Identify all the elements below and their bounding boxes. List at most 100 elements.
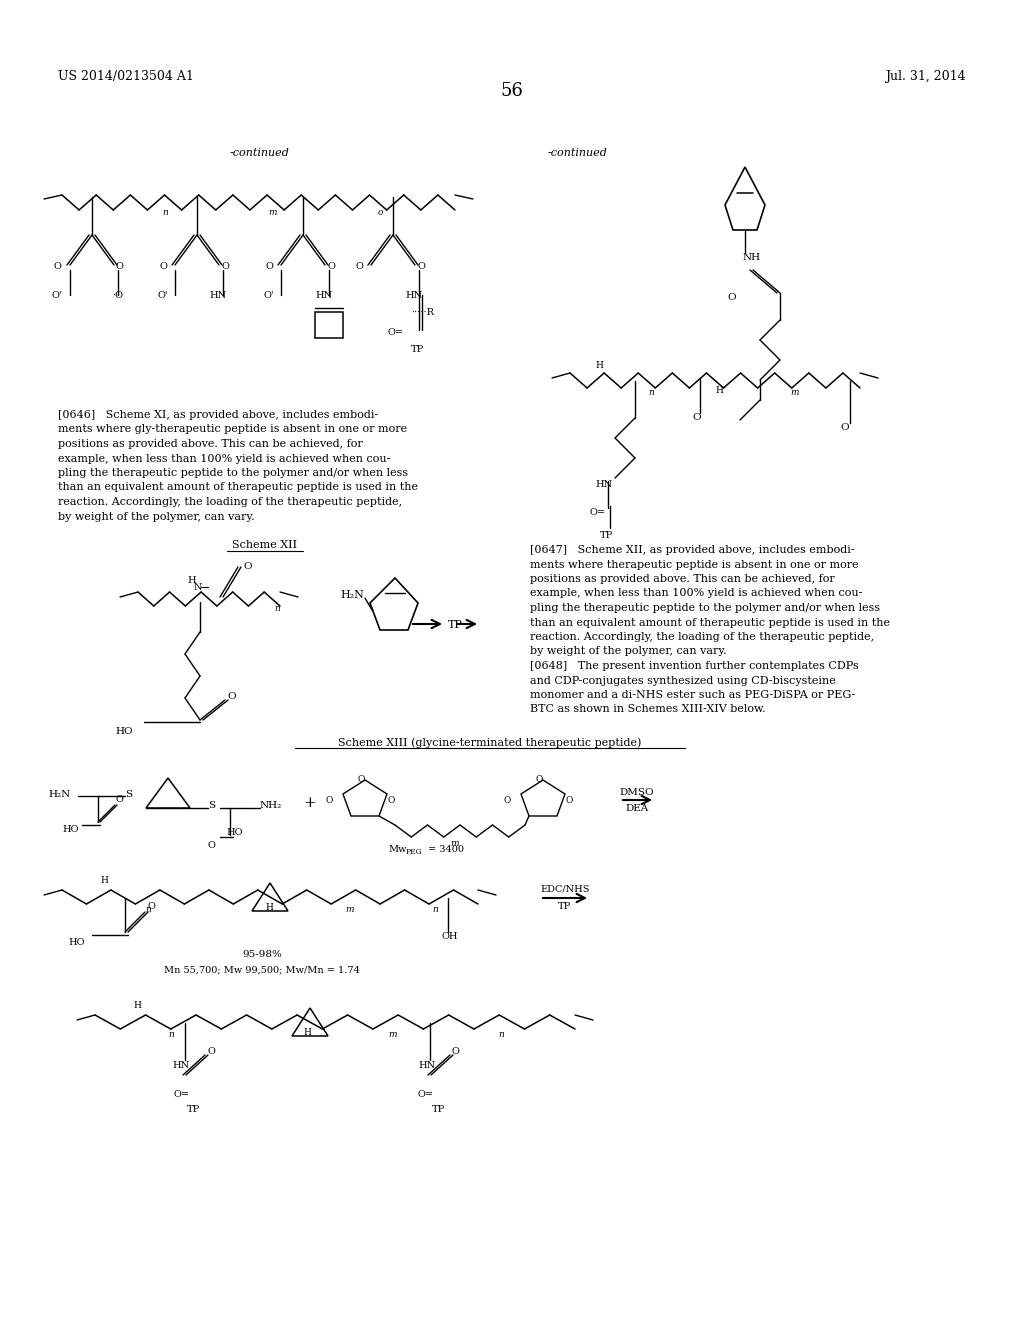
Text: positions as provided above. This can be achieved, for: positions as provided above. This can be…	[58, 440, 362, 449]
Text: DMSO: DMSO	[620, 788, 654, 797]
Text: HO: HO	[226, 828, 243, 837]
Text: TP: TP	[449, 620, 463, 630]
Text: 56: 56	[501, 82, 523, 100]
Text: O: O	[565, 796, 572, 805]
Text: HN: HN	[595, 480, 612, 488]
Text: BTC as shown in Schemes XIII-XIV below.: BTC as shown in Schemes XIII-XIV below.	[530, 705, 766, 714]
Text: [0648]   The present invention further contemplates CDPs: [0648] The present invention further con…	[530, 661, 859, 671]
Text: N: N	[194, 583, 203, 591]
Text: O': O'	[263, 290, 273, 300]
Text: US 2014/0213504 A1: US 2014/0213504 A1	[58, 70, 194, 83]
Text: ·O: ·O	[112, 290, 123, 300]
Text: n: n	[648, 388, 653, 397]
Text: n: n	[168, 1030, 174, 1039]
Text: H: H	[265, 903, 272, 912]
Text: NH: NH	[743, 253, 761, 261]
Text: m: m	[388, 1030, 396, 1039]
Text: pling the therapeutic peptide to the polymer and/or when less: pling the therapeutic peptide to the pol…	[530, 603, 880, 612]
Text: reaction. Accordingly, the loading of the therapeutic peptide,: reaction. Accordingly, the loading of th…	[530, 632, 874, 642]
Text: = 3400: = 3400	[428, 845, 464, 854]
Text: example, when less than 100% yield is achieved when cou-: example, when less than 100% yield is ac…	[58, 454, 390, 463]
Text: O: O	[840, 422, 849, 432]
Text: O: O	[159, 261, 167, 271]
Text: m: m	[790, 388, 799, 397]
Text: n: n	[145, 906, 151, 913]
Text: n: n	[162, 209, 168, 216]
Text: H₂N: H₂N	[48, 789, 71, 799]
Text: by weight of the polymer, can vary.: by weight of the polymer, can vary.	[58, 511, 255, 521]
Text: m: m	[450, 840, 459, 847]
Text: ments where gly-therapeutic peptide is absent in one or more: ments where gly-therapeutic peptide is a…	[58, 425, 408, 434]
Text: Mn 55,700; Mw 99,500; Mw/Mn = 1.74: Mn 55,700; Mw 99,500; Mw/Mn = 1.74	[164, 965, 360, 974]
Text: TP: TP	[558, 902, 571, 911]
Text: O: O	[727, 293, 735, 302]
Text: O: O	[243, 562, 252, 572]
Text: HO: HO	[115, 727, 133, 737]
Text: O: O	[148, 902, 156, 911]
Text: O: O	[115, 795, 123, 804]
Text: O: O	[208, 841, 216, 850]
Text: H: H	[100, 876, 108, 884]
Text: m: m	[345, 906, 353, 913]
Text: H: H	[595, 360, 603, 370]
Text: HN: HN	[315, 290, 332, 300]
Text: O: O	[692, 413, 700, 422]
Text: than an equivalent amount of therapeutic peptide is used in the: than an equivalent amount of therapeutic…	[58, 483, 418, 492]
Text: S: S	[208, 801, 215, 810]
Text: o: o	[378, 209, 383, 216]
Text: O: O	[327, 261, 335, 271]
Text: O': O'	[52, 290, 62, 300]
Text: pling the therapeutic peptide to the polymer and/or when less: pling the therapeutic peptide to the pol…	[58, 469, 409, 478]
Text: S: S	[125, 789, 132, 799]
Text: HO: HO	[68, 939, 85, 946]
Text: H: H	[715, 385, 723, 395]
Text: O: O	[227, 692, 236, 701]
Text: by weight of the polymer, can vary.: by weight of the polymer, can vary.	[530, 647, 727, 656]
Text: O: O	[265, 261, 272, 271]
Text: O: O	[357, 775, 365, 784]
Text: EDC/NHS: EDC/NHS	[541, 884, 590, 894]
Text: O=: O=	[418, 1090, 434, 1100]
Text: ments where therapeutic peptide is absent in one or more: ments where therapeutic peptide is absen…	[530, 560, 859, 569]
Text: n: n	[274, 605, 280, 612]
Text: and CDP-conjugates synthesized using CD-biscysteine: and CDP-conjugates synthesized using CD-…	[530, 676, 836, 685]
Text: O: O	[452, 1047, 460, 1056]
Text: O: O	[54, 261, 61, 271]
Text: O=: O=	[174, 1090, 190, 1100]
Text: +: +	[304, 796, 316, 810]
Text: 95-98%: 95-98%	[242, 950, 282, 960]
Text: ·····R: ·····R	[411, 308, 434, 317]
Text: example, when less than 100% yield is achieved when cou-: example, when less than 100% yield is ac…	[530, 589, 862, 598]
Text: HO: HO	[62, 825, 79, 834]
Text: O: O	[221, 261, 229, 271]
Text: H: H	[303, 1028, 311, 1038]
Text: O': O'	[157, 290, 168, 300]
Text: positions as provided above. This can be achieved, for: positions as provided above. This can be…	[530, 574, 835, 583]
Text: H₂N: H₂N	[340, 590, 364, 601]
Text: HN: HN	[406, 290, 422, 300]
Text: than an equivalent amount of therapeutic peptide is used in the: than an equivalent amount of therapeutic…	[530, 618, 890, 627]
Text: H: H	[187, 576, 196, 585]
Text: HN: HN	[418, 1061, 435, 1071]
Text: TP: TP	[411, 345, 424, 354]
Text: m: m	[268, 209, 276, 216]
Text: OH: OH	[442, 932, 459, 941]
Text: HN: HN	[172, 1061, 189, 1071]
Text: TP: TP	[432, 1105, 445, 1114]
Text: TP: TP	[187, 1105, 201, 1114]
Text: O: O	[116, 261, 124, 271]
Text: n: n	[432, 906, 437, 913]
Text: HN: HN	[209, 290, 226, 300]
Text: reaction. Accordingly, the loading of the therapeutic peptide,: reaction. Accordingly, the loading of th…	[58, 498, 402, 507]
Text: Scheme XII: Scheme XII	[232, 540, 298, 550]
Text: O: O	[208, 1047, 216, 1056]
Text: Mw: Mw	[388, 845, 407, 854]
Text: PEG: PEG	[406, 847, 423, 855]
Text: NH₂: NH₂	[260, 801, 283, 810]
Text: monomer and a di-NHS ester such as PEG-DiSPA or PEG-: monomer and a di-NHS ester such as PEG-D…	[530, 690, 855, 700]
Text: O: O	[535, 775, 543, 784]
Text: Scheme XIII (glycine-terminated therapeutic peptide): Scheme XIII (glycine-terminated therapeu…	[338, 737, 642, 747]
Text: DEA: DEA	[626, 804, 648, 813]
Text: [0647]   Scheme XII, as provided above, includes embodi-: [0647] Scheme XII, as provided above, in…	[530, 545, 855, 554]
Text: O: O	[355, 261, 362, 271]
